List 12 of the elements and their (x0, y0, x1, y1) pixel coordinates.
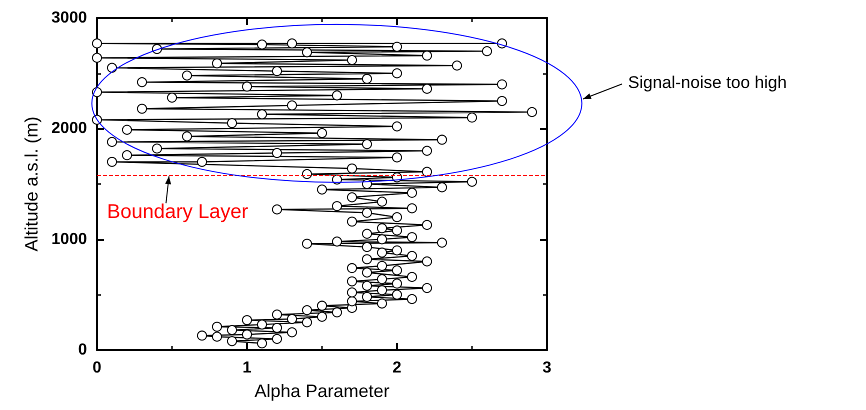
y-axis-title: Altitude a.s.l. (m) (22, 116, 42, 252)
x-tick-label: 0 (92, 360, 102, 376)
x-tick-label: 3 (542, 360, 552, 376)
y-tick-label: 3000 (51, 10, 88, 26)
ref-line-label: Boundary Layer (107, 201, 248, 224)
x-axis-title: Alpha Parameter (254, 381, 390, 401)
x-tick-label: 1 (242, 360, 252, 376)
y-tick-label: 2000 (51, 120, 88, 138)
y-tick-label: 1000 (51, 230, 88, 248)
y-tick-label: 0 (78, 342, 88, 358)
text: Signal-noise too high (628, 73, 787, 93)
x-tick-label: 2 (392, 360, 402, 376)
